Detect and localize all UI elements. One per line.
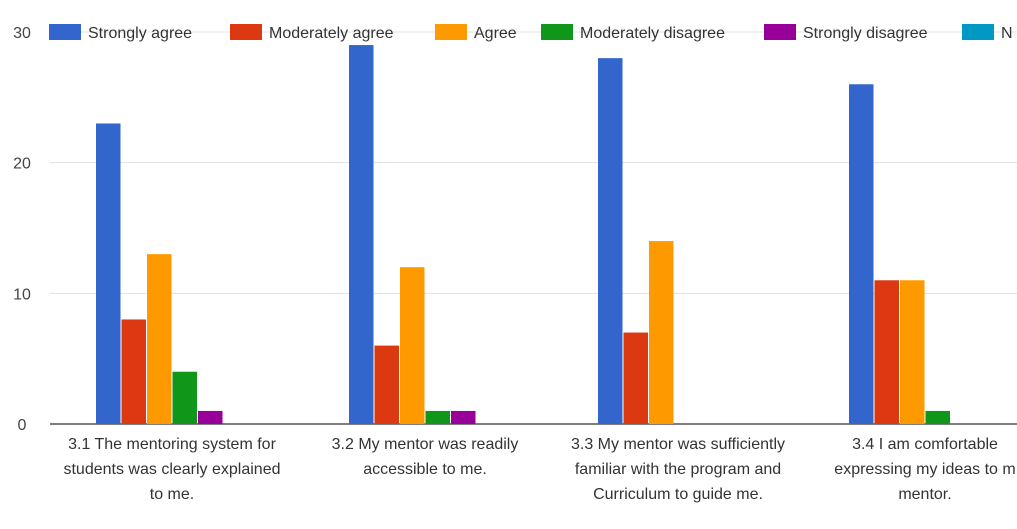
legend-label: Strongly disagree: [803, 25, 928, 42]
legend-swatch: [962, 24, 994, 40]
bar-moderately-agree: [121, 319, 146, 424]
bar-agree: [400, 267, 425, 424]
category-label-line: 3.4 I am comfortable: [852, 436, 998, 453]
category-label-line: 3.1 The mentoring system for: [68, 436, 276, 453]
legend-label: N: [1001, 25, 1013, 42]
bar-agree: [147, 254, 172, 424]
bar-moderately-disagree: [172, 371, 197, 424]
y-tick-label: 30: [13, 25, 31, 42]
y-axis-ticks: 0 10 20 30: [13, 25, 31, 434]
bars: [96, 45, 950, 425]
bar-strongly-agree: [849, 84, 874, 425]
legend-swatch: [435, 24, 467, 40]
bar-moderately-agree: [874, 280, 899, 424]
bar-strongly-disagree: [451, 410, 476, 424]
bar-strongly-disagree: [198, 410, 223, 424]
category-label-line: students was clearly explained: [63, 461, 280, 478]
legend-swatch: [764, 24, 796, 40]
legend-swatch: [541, 24, 573, 40]
category-labels: 3.1 The mentoring system for students was…: [63, 436, 1015, 503]
bar-moderately-agree: [374, 345, 399, 424]
legend-label: Moderately agree: [269, 25, 394, 42]
legend: Strongly agree Moderately agree Agree Moder…: [49, 24, 1013, 42]
bar-strongly-agree: [598, 58, 623, 425]
category-label: 3.4 I am comfortable expressing my ideas …: [834, 436, 1015, 503]
category-label-line: Curriculum to guide me.: [593, 486, 763, 503]
y-tick-label: 0: [18, 417, 27, 434]
category-label-line: 3.2 My mentor was readily: [332, 436, 519, 453]
y-tick-label: 10: [13, 286, 31, 303]
category-label: 3.1 The mentoring system for students was…: [63, 436, 280, 503]
bar-agree: [900, 280, 925, 424]
bar-strongly-agree: [96, 123, 121, 424]
category-label-line: to me.: [150, 486, 194, 503]
bar-strongly-agree: [349, 45, 374, 425]
legend-swatch: [230, 24, 262, 40]
category-label: 3.3 My mentor was sufficiently familiar w…: [571, 436, 785, 503]
category-label-line: mentor.: [898, 486, 951, 503]
legend-swatch: [49, 24, 81, 40]
category-label-line: accessible to me.: [363, 461, 487, 478]
legend-label: Moderately disagree: [580, 25, 725, 42]
bar-agree: [649, 241, 674, 424]
y-tick-label: 20: [13, 156, 31, 173]
category-label: 3.2 My mentor was readily accessible to m…: [332, 436, 519, 478]
category-label-line: expressing my ideas to m: [834, 461, 1015, 478]
category-label-line: 3.3 My mentor was sufficiently: [571, 436, 785, 453]
bar-moderately-disagree: [925, 410, 950, 424]
legend-label: Strongly agree: [88, 25, 192, 42]
bar-moderately-agree: [623, 332, 648, 424]
legend-label: Agree: [474, 25, 517, 42]
bar-moderately-disagree: [425, 410, 450, 424]
category-label-line: familiar with the program and: [575, 461, 781, 478]
